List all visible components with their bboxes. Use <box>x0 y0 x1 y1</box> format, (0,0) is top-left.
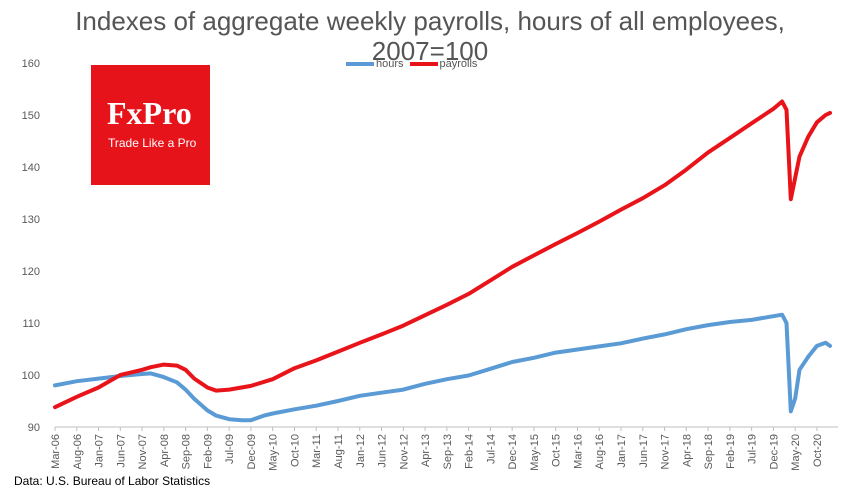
x-tick-label: Jan-07 <box>94 434 106 468</box>
x-tick-label: Apr-08 <box>159 434 171 467</box>
legend-swatch-hours <box>346 62 374 66</box>
y-tick-label: 150 <box>22 110 40 122</box>
x-tick-label: Oct-20 <box>812 434 824 467</box>
chart-title-line2: 2007=100 <box>371 36 489 66</box>
x-tick-label: Jan-17 <box>616 434 628 468</box>
legend-item-hours: hours <box>346 58 404 70</box>
y-tick-label: 130 <box>22 214 40 226</box>
y-tick-label: 160 <box>22 58 40 70</box>
x-tick-label: Apr-18 <box>681 434 693 467</box>
x-tick-label: Mar-11 <box>311 434 323 468</box>
chart-legend: hours payrolls <box>346 58 483 70</box>
x-tick-label: Jun-07 <box>115 434 127 468</box>
x-tick-label: Sep-18 <box>703 434 715 469</box>
x-tick-label: Nov-12 <box>398 434 410 469</box>
x-tick-label: Dec-09 <box>246 434 258 469</box>
x-tick-label: Jul-14 <box>485 434 497 464</box>
legend-item-payrolls: payrolls <box>409 58 478 70</box>
y-tick-label: 140 <box>22 162 40 174</box>
x-tick-label: Aug-11 <box>333 434 345 469</box>
data-source-note: Data: U.S. Bureau of Labor Statistics <box>14 474 211 488</box>
x-tick-label: May-20 <box>790 434 802 471</box>
x-tick-label: Apr-13 <box>420 434 432 467</box>
x-tick-label: May-10 <box>268 434 280 471</box>
fxpro-logo: FxPro Trade Like a Pro <box>91 65 210 185</box>
x-tick-label: Dec-19 <box>768 434 780 469</box>
x-tick-label: Feb-09 <box>202 434 214 469</box>
x-tick-label: Feb-19 <box>725 434 737 469</box>
x-tick-label: Jan-12 <box>355 434 367 468</box>
legend-label-payrolls: payrolls <box>439 58 478 70</box>
legend-swatch-payrolls <box>409 62 438 66</box>
legend-label-hours: hours <box>376 58 404 70</box>
y-tick-label: 90 <box>28 422 40 434</box>
x-tick-label: Mar-16 <box>572 434 584 469</box>
x-tick-label: Nov-07 <box>137 434 149 469</box>
logo-brand: FxPro <box>107 95 192 131</box>
x-tick-label: May-15 <box>529 434 541 471</box>
series-line-hours <box>53 312 832 423</box>
x-tick-label: Nov-17 <box>660 434 672 469</box>
series-line-payrolls <box>53 99 832 410</box>
x-tick-label: Oct-10 <box>289 434 301 467</box>
x-tick-label: Mar-06 <box>50 434 62 469</box>
x-tick-label: Sep-08 <box>181 434 193 469</box>
x-tick-label: Jun-17 <box>638 434 650 468</box>
x-tick-label: Aug-06 <box>72 434 84 469</box>
y-tick-label: 110 <box>22 318 40 330</box>
x-tick-label: Jul-19 <box>747 434 759 464</box>
x-tick-label: Aug-16 <box>594 434 606 469</box>
logo-tagline: Trade Like a Pro <box>108 136 197 150</box>
chart-title-line1: Indexes of aggregate weekly payrolls, ho… <box>75 6 785 36</box>
x-tick-label: Jul-09 <box>224 434 236 464</box>
y-tick-label: 100 <box>22 370 40 382</box>
x-tick-label: Feb-14 <box>464 434 476 469</box>
x-tick-label: Dec-14 <box>507 434 519 469</box>
x-tick-label: Sep-13 <box>442 434 454 469</box>
y-tick-label: 120 <box>22 266 40 278</box>
x-tick-label: Oct-15 <box>551 434 563 467</box>
x-tick-label: Jun-12 <box>377 434 389 468</box>
